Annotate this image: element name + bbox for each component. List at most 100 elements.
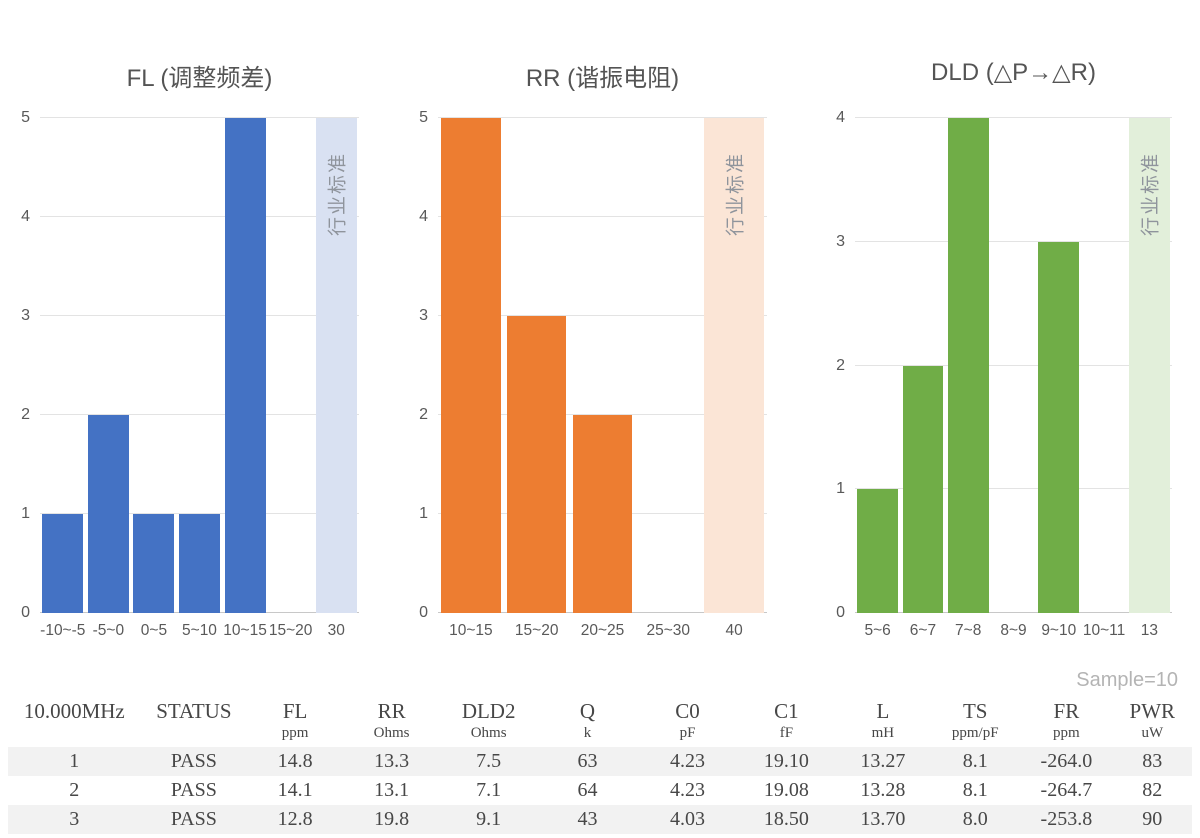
histogram-bar <box>1038 241 1080 613</box>
y-tick-label: 5 <box>419 109 428 126</box>
table-cell: 9.1 <box>476 808 502 830</box>
x-tick-label: 9~10 <box>1041 622 1077 639</box>
y-tick-label: 4 <box>836 109 845 126</box>
gridline <box>438 414 767 415</box>
table-unit-cell: ppm/pF <box>951 725 999 741</box>
table-row: 2 PASS 14.1 13.1 7.1 64 4.23 19.08 13.28 8.1 -264.… <box>8 776 1192 805</box>
x-tick-label: 15~20 <box>268 622 313 639</box>
table-cell: 3 <box>69 808 80 830</box>
table-header-cell: TS <box>962 698 988 723</box>
x-tick-label: 5~10 <box>182 622 217 639</box>
table-unit-cell: k <box>583 725 592 741</box>
table-unit-cell: ppm <box>281 725 309 741</box>
table-header-cell: C0 <box>675 698 700 723</box>
histogram-bar <box>507 316 567 613</box>
histogram-bar <box>224 118 266 613</box>
y-tick-label: 1 <box>21 505 30 522</box>
x-axis-line <box>855 612 1172 613</box>
table-unit-cell: Ohms <box>373 725 410 741</box>
x-tick-label: 10~15 <box>449 622 493 639</box>
histogram-bar <box>572 415 633 613</box>
table-unit-cell <box>141 725 248 747</box>
x-tick-label: 30 <box>327 622 345 639</box>
x-tick-label: -10~-5 <box>40 622 86 639</box>
table-unit-cell <box>8 725 141 747</box>
x-tick-label: 0~5 <box>140 622 168 639</box>
y-tick-label: 2 <box>419 406 428 423</box>
table-cell: 83 <box>1142 750 1163 772</box>
y-tick-label: 3 <box>836 232 845 250</box>
y-tick-label: 3 <box>21 307 30 324</box>
table-cell: 19.08 <box>763 779 809 801</box>
x-tick-label: 40 <box>725 622 743 639</box>
table-cell: 4.03 <box>670 808 706 830</box>
table-unit-cell: Ohms <box>470 725 507 741</box>
standard-bar-label: 行业标准 <box>327 151 349 237</box>
table-cell: 90 <box>1142 808 1163 830</box>
gridline <box>855 364 1172 366</box>
histogram-bar <box>441 118 501 613</box>
table-cell: 4.23 <box>670 750 706 772</box>
table-header-cell: RR <box>377 698 406 723</box>
table-cell: 63 <box>577 750 598 772</box>
gridline <box>40 216 359 217</box>
histogram-bar <box>42 514 84 613</box>
table-cell: 13.1 <box>374 779 410 801</box>
y-tick-label: 0 <box>21 604 30 621</box>
table-header-cell: DLD2 <box>461 698 516 723</box>
table-header-row: 10.000MHz STATUS FL RR DLD2 Q C0 C1 L TS FR PWR <box>8 697 1192 725</box>
plot-area: 0 1 2 3 4 5~6 6~7 7~8 8~9 9~10 10~11 13 行业标准 <box>836 109 1172 639</box>
table-unit-cell: mH <box>871 725 895 741</box>
gridline <box>438 216 767 217</box>
y-tick-label: 0 <box>419 604 428 621</box>
table-header-cell: PWR <box>1129 698 1176 723</box>
gridline <box>40 315 359 316</box>
y-tick-label: 2 <box>21 406 30 423</box>
gridline <box>40 513 359 514</box>
gridline <box>855 117 1172 118</box>
table-cell: PASS <box>170 750 217 772</box>
chart-fl: FL (调整频差) 0 1 2 3 4 5 -10~-5 -5~0 0~5 5~10 10~15 15… <box>2 52 365 652</box>
results-table: 10.000MHz STATUS FL RR DLD2 Q C0 C1 L TS FR PWR ppm… <box>8 697 1192 834</box>
x-tick-label: 10~15 <box>223 622 267 639</box>
table-cell: 8.1 <box>962 750 988 772</box>
chart-title: RR (谐振电阻) <box>525 65 680 92</box>
table-header-cell: FR <box>1053 698 1080 723</box>
table-cell: 14.1 <box>277 779 313 801</box>
gridline <box>855 240 1172 242</box>
table-unit-cell: ppm <box>1053 725 1080 741</box>
y-tick-label: 3 <box>419 307 428 324</box>
y-tick-label: 4 <box>21 208 30 225</box>
x-tick-label: 7~8 <box>955 622 982 639</box>
table-unit-cell: uW <box>1141 725 1164 741</box>
table-cell: 82 <box>1142 779 1163 801</box>
table-unit-cell: pF <box>679 725 696 741</box>
x-tick-label: 6~7 <box>909 622 937 639</box>
table-header-cell: Q <box>579 698 596 723</box>
results-table-wrap: 10.000MHz STATUS FL RR DLD2 Q C0 C1 L TS FR PWR ppm… <box>8 697 1192 834</box>
standard-bar-label: 行业标准 <box>1140 151 1162 237</box>
table-cell: 7.5 <box>476 750 502 772</box>
table-cell: 12.8 <box>277 808 313 830</box>
standard-bar-label: 行业标准 <box>725 151 747 237</box>
table-cell: 13.28 <box>860 779 906 801</box>
gridline <box>438 117 767 118</box>
x-tick-label: 20~25 <box>580 622 625 639</box>
y-tick-label: 1 <box>419 505 428 522</box>
table-cell: -264.7 <box>1040 779 1093 801</box>
plot-area: 0 1 2 3 4 5 -10~-5 -5~0 0~5 5~10 10~15 15~20 30 行业标准 <box>21 109 359 639</box>
gridline <box>855 488 1172 490</box>
standard-bar: 行业标准 <box>704 118 764 613</box>
standard-bar: 行业标准 <box>315 118 357 613</box>
histogram-bar <box>857 489 898 613</box>
table-cell: 43 <box>577 808 598 830</box>
table-cell: 14.8 <box>277 750 313 772</box>
x-tick-label: -5~0 <box>92 622 125 639</box>
table-cell: PASS <box>170 808 217 830</box>
standard-bar: 行业标准 <box>1128 118 1170 613</box>
table-cell: 64 <box>577 779 598 801</box>
table-unit-cell: fF <box>779 725 794 741</box>
chart-rr: RR (谐振电阻) 0 1 2 3 4 5 10~15 15~20 20~25 25~30 40 行业… <box>400 52 775 652</box>
gridline <box>40 414 359 415</box>
